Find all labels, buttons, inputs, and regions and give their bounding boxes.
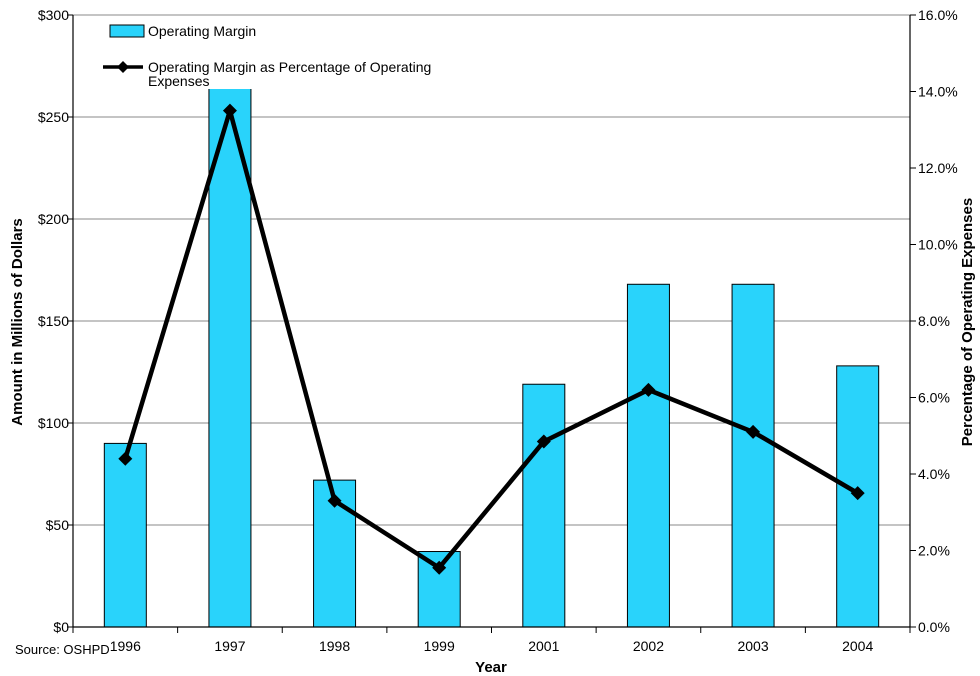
bars <box>103 85 880 628</box>
legend-diamond-icon <box>117 61 129 73</box>
line-marker-diamond <box>746 424 761 439</box>
y2-axis-title: Percentage of Operating Expenses <box>959 198 976 446</box>
legend-bar-swatch <box>109 24 145 38</box>
y-tick-label: $100 <box>38 415 69 431</box>
line-marker-diamond <box>432 560 447 575</box>
line-series <box>118 103 865 575</box>
x-tick-label: 2001 <box>528 638 559 654</box>
line-marker-diamond <box>327 493 342 508</box>
bar <box>626 283 670 628</box>
bar <box>522 383 566 628</box>
y2-tick-label: 12.0% <box>918 160 958 176</box>
x-tick-label: 2003 <box>737 638 768 654</box>
x-tick-label: 1997 <box>214 638 245 654</box>
y2-tick-label: 8.0% <box>918 313 950 329</box>
x-tick-label: 1998 <box>319 638 350 654</box>
y-tick-label: $200 <box>38 211 69 227</box>
x-tick-label: 2004 <box>842 638 873 654</box>
y-tick-label: $50 <box>46 517 70 533</box>
y2-tick-label: 16.0% <box>918 7 958 23</box>
bar <box>103 442 147 628</box>
line-marker-diamond <box>641 382 656 397</box>
x-tick-label: 1999 <box>424 638 455 654</box>
y-tick-label: $250 <box>38 109 69 125</box>
y-axis-title: Amount in Millions of Dollars <box>9 218 26 426</box>
line-marker-diamond <box>536 434 551 449</box>
bar <box>731 283 775 628</box>
y-tick-label: $300 <box>38 7 69 23</box>
tick-labels: $0 $50 $100 $150 $200 $250 $300 0.0% 2.0% 4.0% 6.0… <box>38 7 958 654</box>
y2-tick-label: 0.0% <box>918 619 950 635</box>
line-marker-diamond <box>222 103 237 118</box>
line-marker-diamond <box>118 451 133 466</box>
x-tick-label: 1996 <box>110 638 141 654</box>
legend-line-label-2: Expenses <box>148 73 209 89</box>
legend-box <box>97 17 439 89</box>
legend-bar-label: Operating Margin <box>148 23 256 39</box>
x-axis-title: Year <box>475 659 507 676</box>
percentage-line <box>123 108 859 570</box>
y2-tick-label: 2.0% <box>918 543 950 559</box>
legend: Operating Margin Operating Margin as Per… <box>97 17 439 89</box>
y2-tick-label: 14.0% <box>918 84 958 100</box>
y2-tick-label: 6.0% <box>918 390 950 406</box>
y2-tick-label: 4.0% <box>918 466 950 482</box>
source-note: Source: OSHPD <box>15 642 110 657</box>
legend-line-label-1: Operating Margin as Percentage of Operat… <box>148 59 431 75</box>
y-tick-label: $150 <box>38 313 69 329</box>
x-tick-label: 2002 <box>633 638 664 654</box>
axes <box>67 14 916 633</box>
y-tick-label: $0 <box>53 619 69 635</box>
y2-tick-label: 10.0% <box>918 237 958 253</box>
line-marker-diamond <box>850 486 865 501</box>
